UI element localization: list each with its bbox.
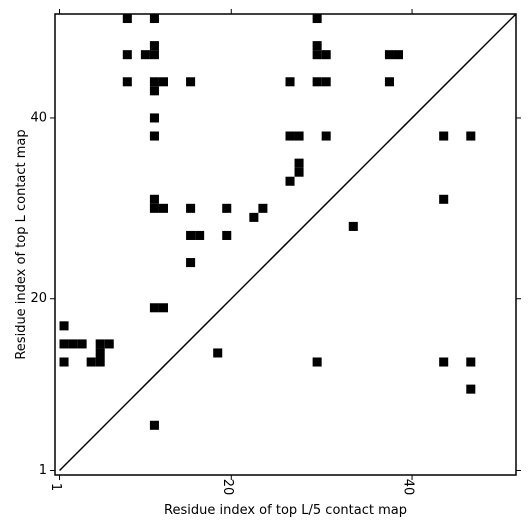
contact-cell	[466, 357, 476, 367]
y-tick-label: 40	[30, 110, 47, 125]
contact-cell	[122, 14, 132, 24]
contact-cell	[149, 194, 159, 204]
contact-cell	[149, 113, 159, 123]
plot-frame	[54, 13, 517, 476]
contact-cell	[466, 384, 476, 394]
contact-cell	[294, 167, 304, 177]
contact-cell	[439, 194, 449, 204]
contact-cell	[186, 77, 196, 87]
contact-cell	[312, 50, 322, 60]
contact-cell	[312, 357, 322, 367]
contact-cells	[59, 14, 476, 430]
contact-cell	[149, 41, 159, 51]
contact-cell	[158, 203, 168, 213]
y-tick-label: 20	[30, 291, 47, 306]
contact-cell	[186, 258, 196, 268]
contact-cell	[95, 348, 105, 358]
contact-cell	[186, 230, 196, 240]
contact-cell	[249, 212, 259, 222]
contact-cell	[384, 50, 394, 60]
contact-cell	[149, 420, 159, 430]
contact-cell	[59, 321, 69, 331]
contact-cell	[294, 158, 304, 168]
contact-cell	[321, 77, 331, 87]
contact-cell	[213, 348, 223, 358]
contact-cell	[86, 357, 96, 367]
x-tick-label: 20	[220, 479, 235, 496]
y-tick-label: 1	[39, 463, 47, 478]
x-axis-label: Residue index of top L/5 contact map	[164, 503, 407, 518]
contact-cell	[149, 14, 159, 24]
contact-cell	[285, 131, 295, 141]
contact-cell	[195, 230, 205, 240]
contact-cell	[149, 50, 159, 60]
contact-cell	[294, 131, 304, 141]
contact-cell	[439, 131, 449, 141]
contact-cell	[104, 339, 114, 349]
contact-cell	[149, 86, 159, 96]
contact-cell	[59, 357, 69, 367]
contact-cell	[158, 303, 168, 313]
tick-layer: 1 20 40 1 20 40	[30, 9, 521, 495]
contact-cell	[68, 339, 78, 349]
x-tick-label: 40	[401, 479, 416, 496]
contact-cell	[312, 41, 322, 51]
diagonal-layer	[58, 13, 517, 472]
diagonal-line	[58, 13, 517, 472]
contact-cell	[149, 203, 159, 213]
x-tick-label: 1	[48, 483, 63, 491]
contact-cell	[149, 303, 159, 313]
contact-cell	[149, 131, 159, 141]
contact-cell	[122, 50, 132, 60]
contact-cell	[393, 50, 404, 60]
contact-cell	[285, 176, 295, 186]
contact-cell	[222, 203, 232, 213]
contact-cell	[186, 203, 196, 213]
contact-cell	[95, 357, 105, 367]
contact-cell	[466, 131, 476, 141]
contact-cell	[321, 50, 331, 60]
contact-cell	[439, 357, 449, 367]
contact-cell	[312, 14, 322, 24]
contact-cell	[321, 131, 331, 141]
contact-cell	[348, 221, 358, 231]
contact-cell	[222, 230, 232, 240]
contact-cell	[122, 77, 132, 87]
contact-cell	[95, 339, 105, 349]
contact-cell	[149, 77, 159, 87]
contact-cell	[77, 339, 87, 349]
contact-cell	[59, 339, 69, 349]
contact-cell	[285, 77, 295, 87]
contact-cell	[140, 50, 150, 60]
y-axis-label: Residue index of top L contact map	[14, 129, 29, 359]
contact-cell	[384, 77, 394, 87]
contact-cell	[312, 77, 322, 87]
contact-cell	[258, 203, 268, 213]
contact-cell	[158, 77, 168, 87]
